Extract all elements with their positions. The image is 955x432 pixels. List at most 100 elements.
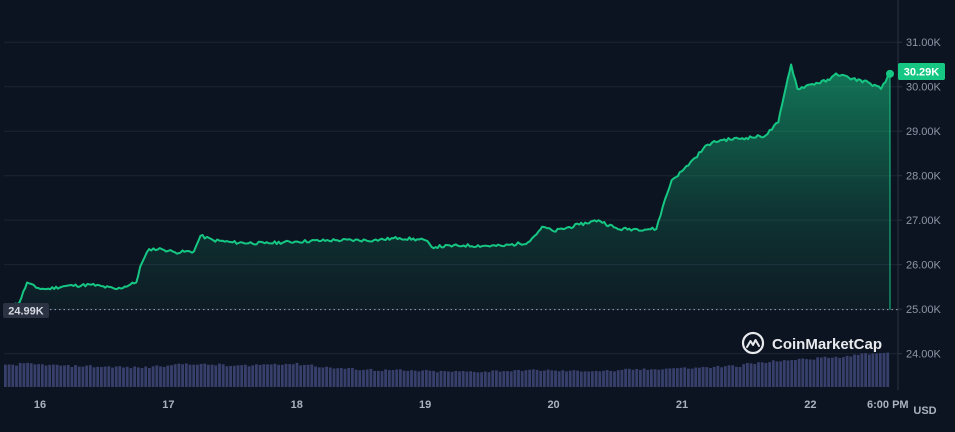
volume-bar (591, 371, 594, 387)
reference-label-box (3, 303, 49, 318)
volume-bar (786, 360, 790, 387)
volume-bar (303, 364, 306, 387)
volume-bar (579, 371, 583, 387)
y-tick-label: 25.00K (906, 304, 942, 316)
volume-bar (764, 363, 768, 387)
volume-bar (77, 366, 81, 387)
volume-bar (845, 355, 849, 387)
volume-bar (554, 370, 557, 387)
volume-bar (520, 371, 524, 387)
volume-bar (251, 365, 255, 387)
volume-bar (351, 367, 354, 387)
volume-bar (491, 370, 495, 387)
volume-bar (122, 367, 125, 387)
volume-bar (332, 368, 336, 387)
volume-bar (517, 370, 520, 387)
current-price-badge-text: 30.29K (904, 67, 940, 79)
volume-bar (439, 370, 443, 387)
x-tick-label: 18 (291, 399, 303, 411)
volume-bar (166, 365, 170, 387)
volume-bar (583, 371, 587, 387)
volume-bar (88, 365, 92, 387)
volume-bar (432, 370, 435, 387)
volume-bar (771, 360, 775, 387)
volume-bar (543, 370, 546, 387)
volume-bar (192, 364, 196, 387)
x-tick-label: 16 (34, 399, 46, 411)
volume-bar (531, 369, 535, 387)
volume-bar (255, 364, 258, 387)
volume-bar (794, 360, 797, 387)
volume-bar (81, 366, 85, 387)
volume-bar (413, 370, 417, 387)
volume-bar (886, 352, 890, 387)
volume-bar (561, 370, 565, 387)
volume-bar (602, 370, 605, 387)
volume-bar (753, 364, 757, 387)
volume-bar (668, 368, 672, 387)
volume-bar (22, 363, 26, 387)
volume-bar (498, 371, 502, 387)
volume-bar (679, 367, 683, 387)
volume-bar (354, 369, 358, 387)
volume-bar (657, 369, 661, 387)
volume-bar (133, 366, 136, 387)
volume-bar (310, 364, 314, 387)
volume-bar (103, 366, 107, 387)
volume-bar (173, 364, 177, 387)
volume-bar (853, 354, 856, 387)
volume-bar (181, 364, 184, 387)
volume-bar (52, 364, 55, 387)
volume-bar (118, 366, 122, 387)
volume-bar (295, 362, 299, 387)
volume-bar (723, 366, 727, 387)
y-tick-label: 30.00K (906, 82, 942, 94)
volume-bar (373, 370, 376, 387)
volume-bar (284, 363, 288, 387)
volume-bar (550, 370, 554, 387)
watermark: CoinMarketCap (741, 331, 882, 355)
volume-bar (199, 363, 203, 387)
volume-bar (277, 364, 280, 387)
volume-bar (63, 365, 66, 387)
volume-bar (472, 371, 476, 387)
volume-bar (365, 369, 369, 387)
volume-bar (314, 366, 317, 387)
volume-bar (184, 363, 188, 387)
volume-bar (177, 363, 181, 387)
volume-bar (262, 364, 266, 387)
y-tick-label: 28.00K (906, 171, 942, 183)
volume-bar (775, 361, 779, 387)
volume-bar (387, 370, 391, 387)
volume-bar (299, 365, 303, 387)
volume-bar (801, 358, 805, 387)
volume-bar (731, 365, 735, 387)
volume-bar (70, 367, 74, 387)
volume-bar (55, 364, 59, 387)
currency-unit-label: USD (913, 405, 936, 417)
volume-bar (214, 365, 218, 387)
volume-bar (650, 369, 653, 387)
volume-bar (487, 372, 491, 387)
volume-bar (757, 362, 760, 387)
volume-bar (506, 371, 509, 387)
volume-bar (495, 370, 498, 387)
volume-bar (819, 357, 823, 387)
volume-bar (790, 360, 794, 387)
volume-bar (196, 364, 199, 387)
volume-bar (871, 353, 875, 387)
volume-bar (44, 365, 48, 387)
volume-bar (280, 364, 284, 387)
volume-bar (768, 362, 771, 387)
volume-bar (701, 366, 705, 387)
volume-bar (435, 372, 439, 387)
volume-bar (107, 366, 111, 387)
volume-bar (210, 364, 214, 387)
x-tick-label: 21 (676, 399, 688, 411)
volume-bar (698, 367, 701, 387)
volume-bar (779, 361, 783, 387)
volume-bar (325, 366, 328, 387)
volume-bar (609, 371, 613, 387)
volume-bar (421, 370, 424, 387)
volume-bar (347, 368, 351, 387)
